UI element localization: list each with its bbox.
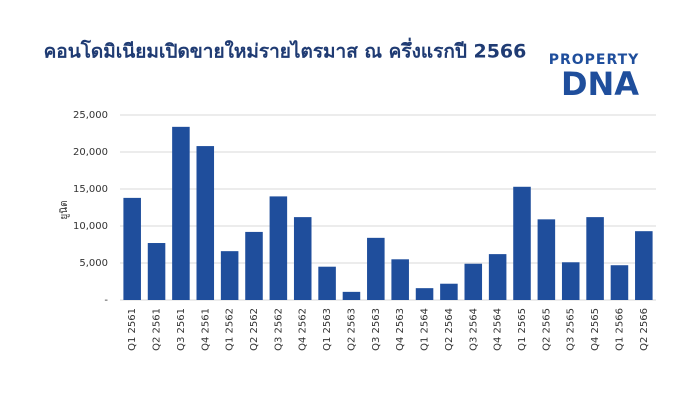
x-tick-label: Q2 2561 (152, 308, 163, 351)
y-tick-label: 15,000 (73, 184, 108, 195)
bar (147, 243, 166, 300)
x-tick-label: Q2 2564 (444, 308, 455, 351)
x-tick-label: Q1 2563 (322, 308, 333, 351)
x-tick-label: Q1 2564 (420, 308, 431, 351)
x-tick-label: Q4 2562 (298, 308, 309, 351)
bar (537, 219, 556, 300)
logo-bottom: DNA (561, 65, 639, 103)
x-tick-label: Q1 2565 (517, 308, 528, 351)
bar (488, 254, 507, 300)
bar (464, 263, 483, 300)
x-tick-label: Q4 2564 (493, 308, 504, 351)
x-tick-label: Q4 2563 (395, 308, 406, 351)
bar (391, 259, 409, 300)
y-tick-label: 5,000 (79, 258, 108, 269)
y-axis-label: ยูนิต (59, 200, 70, 219)
bar (610, 265, 629, 300)
bar (513, 186, 531, 300)
bar (342, 291, 361, 300)
x-tick-label: Q2 2565 (541, 308, 552, 351)
x-tick-label: Q4 2561 (200, 308, 211, 351)
bar (123, 197, 141, 300)
x-tick-label: Q1 2566 (614, 308, 625, 351)
x-tick-label: Q2 2562 (249, 308, 260, 351)
bar (245, 231, 263, 300)
bar (172, 126, 190, 300)
logo-top: PROPERTY (549, 52, 640, 68)
bar (440, 283, 458, 300)
x-tick-label: Q3 2563 (371, 308, 382, 351)
bar (196, 146, 215, 300)
x-tick-label: Q2 2566 (639, 308, 650, 351)
x-tick-label: Q2 2563 (346, 308, 357, 351)
x-tick-label: Q3 2561 (176, 308, 187, 351)
chart-title: คอนโดมิเนียมเปิดขายใหม่รายไตรมาส ณ ครึ่ง… (44, 38, 527, 63)
bar (561, 262, 580, 300)
bar (635, 231, 653, 300)
y-tick-label: - (104, 295, 108, 306)
x-tick-label: Q3 2565 (566, 308, 577, 351)
x-tick-label: Q4 2565 (590, 308, 601, 351)
bar (586, 217, 604, 300)
bar (293, 217, 312, 300)
y-tick-label: 20,000 (73, 147, 108, 158)
y-tick-label: 10,000 (73, 221, 108, 232)
x-tick-label: Q1 2561 (127, 308, 138, 351)
x-tick-label: Q3 2562 (273, 308, 284, 351)
bar (318, 266, 336, 300)
bar (269, 196, 288, 300)
x-tick-label: Q1 2562 (225, 308, 236, 351)
bar (220, 251, 239, 300)
x-tick-label: Q3 2564 (468, 308, 479, 351)
y-tick-label: 25,000 (73, 110, 108, 121)
bar (415, 288, 434, 300)
bar (367, 237, 385, 300)
